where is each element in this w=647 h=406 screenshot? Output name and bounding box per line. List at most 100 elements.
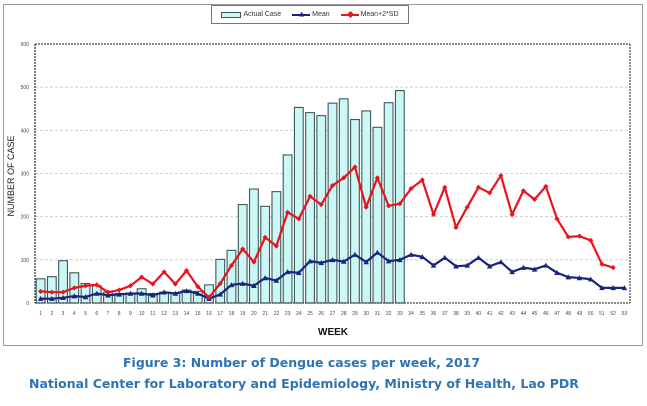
point-mean (599, 285, 605, 291)
point-mean-2-sd (206, 294, 212, 300)
point-mean-2-sd (105, 289, 111, 295)
x-tick-label: 13 (173, 311, 179, 317)
point-mean (385, 258, 392, 264)
bar-actual-case (305, 112, 315, 304)
point-mean (138, 290, 145, 296)
point-mean (284, 269, 291, 275)
point-mean-2-sd (71, 285, 77, 291)
point-mean-2-sd (284, 209, 291, 215)
point-mean-2-sd (329, 182, 336, 189)
point-mean (105, 292, 111, 298)
point-mean-2-sd (464, 204, 470, 210)
point-mean (397, 257, 403, 263)
x-tick-label: 46 (543, 311, 549, 317)
x-tick-label: 1 (39, 311, 42, 317)
x-tick-label: 5 (84, 311, 87, 317)
bar-actual-case (383, 102, 394, 304)
point-mean-2-sd (487, 190, 493, 196)
point-mean (307, 258, 313, 264)
point-mean-2-sd (341, 175, 347, 181)
x-tick-label: 36 (431, 311, 437, 317)
x-tick-label: 49 (577, 311, 583, 317)
x-tick-label: 26 (318, 311, 324, 317)
point-mean-2-sd (49, 289, 55, 295)
point-mean (60, 295, 66, 301)
x-tick-label: 51 (599, 311, 605, 317)
x-tick-label: 14 (184, 311, 190, 317)
point-mean-2-sd (588, 237, 594, 244)
x-tick-label: 52 (610, 311, 616, 317)
bar-actual-case (260, 205, 271, 304)
point-mean (498, 259, 504, 265)
x-tick-label: 11 (150, 311, 155, 317)
bar-actual-case (327, 102, 338, 304)
point-mean-2-sd (599, 261, 605, 267)
point-mean-2-sd (139, 274, 145, 280)
point-mean-2-sd (262, 234, 268, 240)
x-tick-label: 39 (464, 311, 470, 317)
x-tick-label: 53 (622, 311, 628, 317)
x-tick-label: 31 (375, 311, 381, 317)
x-tick-label: 41 (487, 311, 493, 317)
point-mean (576, 275, 583, 281)
point-mean-2-sd (183, 268, 190, 274)
y-tick-label: 0 (26, 301, 29, 307)
point-mean (116, 291, 122, 297)
point-mean-2-sd (498, 173, 504, 179)
point-mean (475, 254, 482, 260)
point-mean-2-sd (430, 211, 437, 218)
point-mean-2-sd (127, 283, 134, 289)
legend: Actual Case Mean Mean+2*SD (211, 5, 409, 24)
point-mean (587, 276, 594, 282)
series-lines (37, 164, 628, 301)
point-mean (228, 282, 235, 288)
point-mean (37, 295, 44, 301)
x-tick-label: 43 (509, 311, 515, 317)
x-tick-label: 50 (588, 311, 594, 317)
x-tick-labels: 1 2 3 4 5 6 7 8 9 10 11 12 13 14 15 16 17 18 19 20 21 22 23 24 2… (39, 311, 627, 317)
point-mean (554, 269, 560, 276)
point-mean (543, 262, 549, 268)
bar-actual-case (226, 249, 237, 304)
x-tick-label: 34 (408, 311, 414, 317)
x-tick-label: 28 (341, 311, 347, 317)
point-mean-2-sd (228, 262, 235, 269)
point-mean (520, 264, 527, 270)
x-tick-label: 47 (554, 311, 560, 317)
point-mean (161, 289, 167, 295)
point-mean (262, 275, 268, 281)
point-mean-2-sd (386, 203, 392, 209)
x-tick-label: 3 (62, 311, 65, 317)
point-mean (453, 263, 459, 269)
x-tick-label: 9 (129, 311, 132, 317)
x-tick-label: 21 (262, 311, 268, 317)
x-tick-label: 15 (195, 311, 201, 317)
x-tick-label: 44 (521, 311, 527, 317)
point-mean-2-sd (94, 282, 100, 288)
x-tick-label: 35 (420, 311, 426, 317)
point-mean-2-sd (565, 234, 571, 240)
point-mean-2-sd (509, 211, 515, 218)
point-mean-2-sd (520, 188, 526, 194)
point-mean-2-sd (442, 184, 448, 190)
x-tick-label: 33 (397, 311, 403, 317)
point-mean (127, 290, 134, 296)
point-mean-2-sd (240, 246, 246, 252)
point-mean (419, 254, 426, 260)
point-mean (486, 263, 493, 269)
point-mean-2-sd (251, 259, 257, 265)
figure-source: National Center for Laboratory and Epide… (29, 376, 579, 391)
x-tick-label: 25 (307, 311, 313, 317)
point-mean (71, 293, 78, 299)
point-mean-2-sd (475, 184, 482, 190)
x-tick-label: 38 (453, 311, 459, 317)
x-tick-label: 10 (139, 311, 145, 317)
y-axis-label: NUMBER OF CASE (6, 135, 16, 216)
line-mean-2-sd (40, 165, 614, 299)
point-mean-2-sd (408, 186, 414, 192)
point-mean (251, 282, 257, 288)
point-mean-2-sd (318, 201, 324, 208)
x-tick-label: 22 (274, 311, 280, 317)
point-mean (217, 291, 224, 297)
